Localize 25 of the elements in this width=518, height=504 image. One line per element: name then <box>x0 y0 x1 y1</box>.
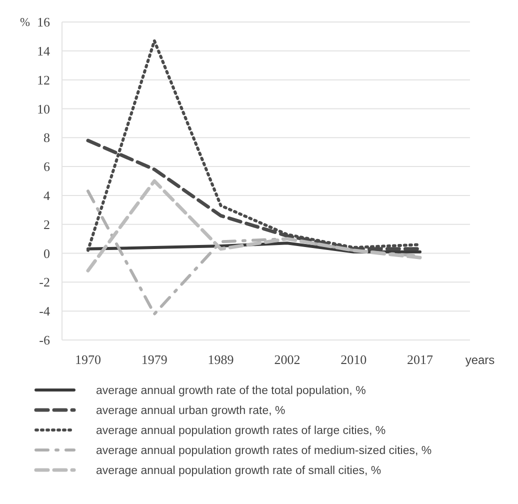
legend-label: average annual growth rate of the total population, % <box>96 385 366 398</box>
y-tick-label: 4 <box>44 188 50 204</box>
y-tick-label: -6 <box>39 332 50 348</box>
legend-label: average annual population growth rate of small cities, % <box>96 465 382 478</box>
x-tick-label: 1979 <box>141 352 168 367</box>
y-axis-title: % <box>20 15 30 30</box>
legend-label: average annual population growth rates of medium-sized cities, % <box>96 445 432 458</box>
y-tick-label: 10 <box>37 101 50 116</box>
y-tick-label: 6 <box>44 159 50 174</box>
x-tick-label: 1989 <box>208 352 234 367</box>
y-tick-label: 14 <box>37 43 50 58</box>
y-tick-label: 2 <box>44 216 50 232</box>
x-tick-label: 2010 <box>340 352 367 367</box>
y-tick-label: -2 <box>39 274 50 290</box>
y-tick-label: -4 <box>39 304 50 319</box>
legend-label: average annual population growth rates of large cities, % <box>96 425 386 438</box>
y-tick-label: 8 <box>44 130 50 146</box>
y-tick-label: 0 <box>44 246 50 261</box>
x-axis-title: years <box>465 353 495 367</box>
y-tick-label: 12 <box>37 72 50 88</box>
legend-label: average annual urban growth rate, % <box>96 405 286 418</box>
y-tick-label: 16 <box>37 14 50 30</box>
x-tick-label: 2002 <box>274 352 300 367</box>
x-tick-label: 1970 <box>75 352 101 367</box>
x-tick-label: 2017 <box>407 352 434 367</box>
